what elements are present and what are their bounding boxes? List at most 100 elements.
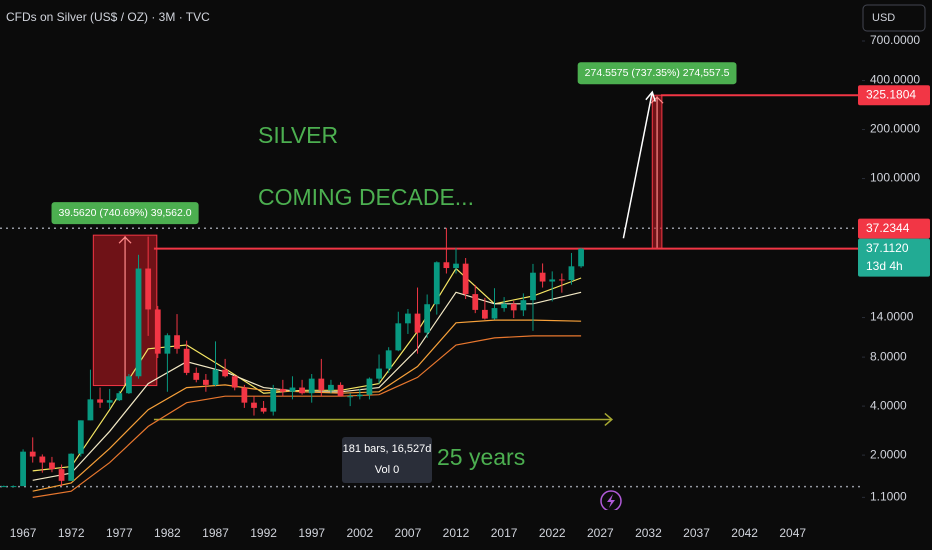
candle-body (578, 248, 584, 267)
price-label-box (858, 85, 930, 106)
candle-body (414, 313, 421, 333)
y-tick-label: 4.0000 (870, 398, 907, 412)
x-tick-label: 2002 (346, 526, 373, 540)
candle-body (49, 462, 55, 470)
candle-body (424, 304, 431, 333)
candle-body (20, 451, 26, 487)
currency-button[interactable]: USD (862, 4, 926, 32)
candle-body (491, 308, 498, 319)
price-label: 325.1804 (866, 87, 916, 101)
x-tick-label: 1977 (106, 526, 133, 540)
x-tick-label: 1982 (154, 526, 181, 540)
candle-body (222, 369, 229, 377)
candle-body (279, 388, 286, 392)
x-tick-label: 2037 (683, 526, 710, 540)
x-tick-label: 2012 (443, 526, 470, 540)
projection-arrow (622, 91, 654, 239)
candle-body (164, 335, 171, 354)
candle-body (568, 266, 575, 281)
measure-label-text: 274.5575 (737.35%) 274,557.5 (585, 67, 730, 79)
candle-body (520, 300, 527, 311)
candle-body (135, 268, 142, 377)
candle-body (558, 279, 565, 281)
currency-label[interactable]: USD (872, 12, 895, 24)
y-tick-label: 2.0000 (870, 447, 907, 461)
candle-body (433, 262, 440, 305)
measure-label: 39.5620 (740.69%) 39,562.0 (51, 202, 199, 225)
candle-body (39, 456, 46, 463)
candle-body (193, 372, 200, 380)
candle-body (530, 272, 536, 301)
price-label: 37.2344 (866, 221, 910, 235)
candle-body (299, 387, 305, 394)
measure-arrow-head (650, 96, 664, 104)
date-range-head (604, 412, 614, 427)
y-tick-label: 14.0000 (870, 310, 914, 324)
candle-body (77, 420, 84, 454)
moving-average (32, 335, 582, 498)
candle-body (289, 387, 296, 392)
x-tick-label: 2047 (779, 526, 806, 540)
candle-body (462, 263, 469, 295)
y-tick-label: 200.0000 (870, 122, 920, 136)
candle-body (376, 368, 382, 379)
measure-label-box (51, 202, 199, 225)
candle-body (154, 309, 161, 354)
chart-title: CFDs on Silver (US$ / OZ) · 3M · TVC (6, 10, 210, 24)
candle-body (126, 376, 132, 394)
candle-body (510, 303, 517, 311)
candle-body (0, 486, 7, 488)
tooltip-volume: Vol 0 (375, 464, 399, 476)
candle-body (116, 393, 123, 401)
candle-body (308, 378, 315, 394)
x-tick-label: 2022 (539, 526, 566, 540)
measure-label-text: 39.5620 (740.69%) 39,562.0 (59, 207, 192, 219)
candle-body (174, 335, 180, 349)
candle-body (97, 399, 103, 403)
candle-body (260, 407, 267, 412)
x-tick-label: 2027 (587, 526, 614, 540)
projection-arrow-head (645, 90, 656, 102)
x-tick-label: 2007 (395, 526, 422, 540)
x-tick-label: 1972 (58, 526, 85, 540)
y-tick-label: 1.1000 (870, 490, 907, 504)
candle-body (29, 451, 36, 457)
icon-bolt[interactable] (607, 494, 615, 508)
candle-body (212, 369, 219, 385)
y-tick-label: 8.0000 (870, 349, 907, 363)
candle-body (10, 486, 17, 488)
candle-body (453, 263, 459, 269)
y-tick-label: 100.0000 (870, 171, 920, 185)
candle-body (347, 396, 354, 398)
x-tick-label: 1992 (250, 526, 277, 540)
annotation: SILVER (258, 122, 338, 148)
tooltip-range: 181 bars, 16,527d (343, 443, 432, 455)
candle-body (68, 453, 75, 481)
candle-body (366, 378, 373, 395)
candle-body (251, 402, 257, 408)
x-tick-label: 2017 (491, 526, 518, 540)
candle-body (58, 469, 65, 481)
candle-body (356, 394, 363, 397)
candle-body (405, 313, 411, 324)
candle-body (549, 279, 556, 282)
candle-body (443, 262, 450, 269)
candle-body (539, 272, 546, 282)
candle-body (270, 388, 277, 412)
candle-body (241, 387, 248, 403)
measure-label: 274.5575 (737.35%) 274,557.5 (577, 62, 737, 85)
x-tick-label: 1987 (202, 526, 229, 540)
candle-body (87, 399, 94, 421)
candle-body (145, 268, 152, 310)
candle-body (501, 303, 508, 309)
plot-area: 39.5620 (740.69%) 39,562.0 274.5575 (737.… (0, 62, 862, 513)
price-label: 37.1120 (866, 241, 909, 255)
candle-body (385, 350, 392, 369)
currency-button-box[interactable] (862, 4, 926, 32)
time-axis (0, 510, 862, 550)
x-tick-label: 2042 (731, 526, 758, 540)
candle-body (337, 384, 344, 397)
candle-body (202, 379, 209, 385)
